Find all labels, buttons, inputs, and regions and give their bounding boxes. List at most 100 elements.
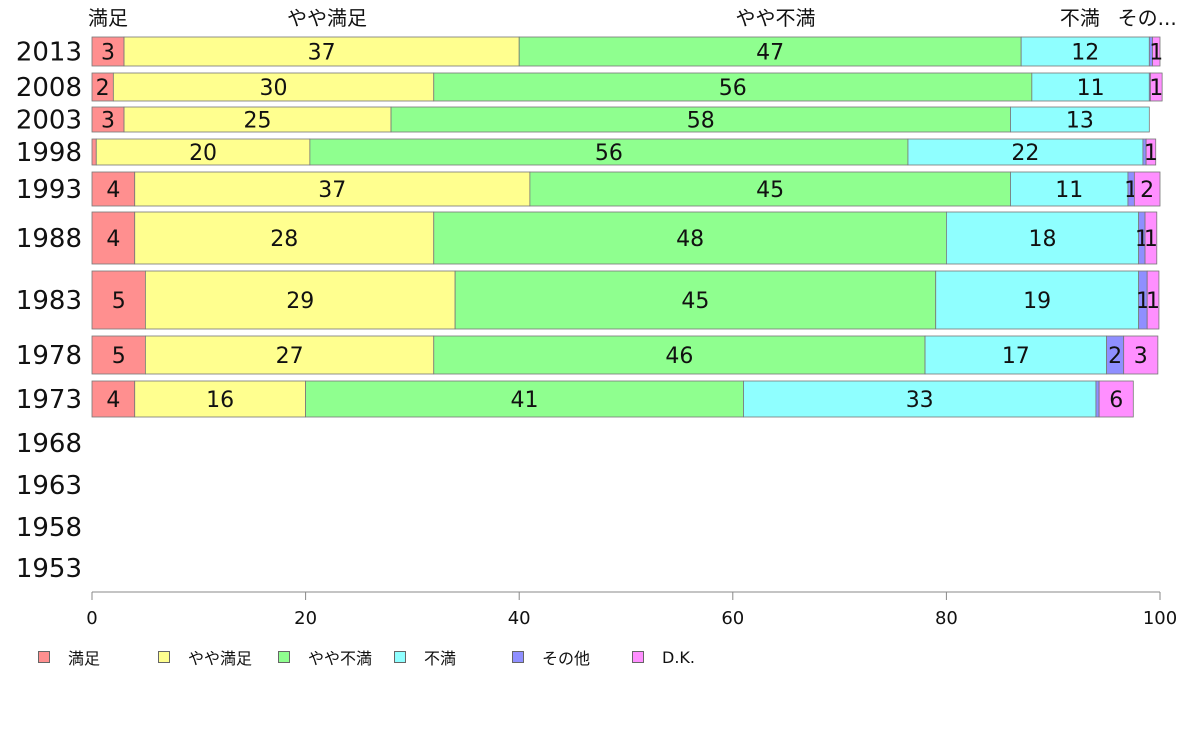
bar-segment xyxy=(123,106,392,133)
legend-item: やや満足 xyxy=(158,646,252,668)
data-label: 19 xyxy=(1023,289,1051,314)
category-label: 1953 xyxy=(16,554,82,584)
legend-item: 不満 xyxy=(394,646,456,668)
data-label: 30 xyxy=(260,76,288,101)
data-label: 3 xyxy=(1134,344,1148,369)
data-label: 47 xyxy=(756,41,784,66)
data-label: 6 xyxy=(1109,388,1123,413)
data-label: 45 xyxy=(681,289,709,314)
legend-item: 満足 xyxy=(38,646,100,668)
legend-swatch xyxy=(394,651,406,663)
bar-segment xyxy=(1010,106,1150,133)
bar-segment xyxy=(529,171,1011,207)
data-label: 41 xyxy=(511,388,539,413)
x-tick-label: 20 xyxy=(294,608,317,629)
data-label: 20 xyxy=(189,141,217,166)
bar-segment xyxy=(1098,380,1134,418)
series-header-label: 不満 xyxy=(1060,6,1100,30)
bar-segment xyxy=(1146,270,1160,330)
data-label: 5 xyxy=(112,344,126,369)
legend-swatch xyxy=(278,651,290,663)
series-header-label: やや不満 xyxy=(736,6,816,30)
bar-segment xyxy=(112,72,435,102)
data-label: 56 xyxy=(595,141,623,166)
data-label: 4 xyxy=(106,227,120,252)
legend-item: やや不満 xyxy=(278,646,372,668)
bar-segment xyxy=(1010,171,1129,207)
x-tick-label: 100 xyxy=(1143,608,1177,629)
data-label: 28 xyxy=(270,227,298,252)
bar-segment xyxy=(91,335,146,375)
data-label: 37 xyxy=(318,178,346,203)
bar-segment xyxy=(454,270,937,330)
bar-segment xyxy=(1145,138,1157,166)
data-label: 3 xyxy=(101,41,115,66)
bar-segment xyxy=(1133,171,1161,207)
data-label: 1 xyxy=(1149,41,1163,66)
legend-swatch xyxy=(512,651,524,663)
legend-label: その他 xyxy=(542,649,591,668)
data-label: 2 xyxy=(1108,344,1122,369)
data-label: 48 xyxy=(676,227,704,252)
category-label: 1988 xyxy=(16,224,82,254)
series-header-label: その... xyxy=(1118,6,1177,30)
data-label: 22 xyxy=(1011,141,1039,166)
bar-segment xyxy=(91,171,136,207)
data-label: 46 xyxy=(665,344,693,369)
bar-segment xyxy=(935,270,1140,330)
data-label: 56 xyxy=(719,76,747,101)
x-tick-label: 80 xyxy=(935,608,958,629)
legend-label: やや満足 xyxy=(188,649,253,668)
bar-segment xyxy=(433,72,1033,102)
data-label: 25 xyxy=(244,109,272,134)
data-label: 37 xyxy=(308,41,336,66)
category-label: 1968 xyxy=(16,429,82,459)
data-label: 1 xyxy=(1144,141,1158,166)
legend-swatch xyxy=(158,651,170,663)
bar-segment xyxy=(1149,72,1163,102)
bar-segment xyxy=(95,138,311,166)
data-label: 29 xyxy=(286,289,314,314)
bar-segment xyxy=(91,106,125,133)
legend: 満足 やや満足 やや不満 不満 その他 D.K. xyxy=(38,646,758,668)
bar-segment xyxy=(144,270,456,330)
data-label: 11 xyxy=(1055,178,1083,203)
category-label: 1973 xyxy=(16,385,82,415)
category-label: 2003 xyxy=(16,106,82,136)
bar-segment xyxy=(91,36,125,67)
data-label: 4 xyxy=(106,388,120,413)
data-label: 4 xyxy=(106,178,120,203)
data-label: 16 xyxy=(206,388,234,413)
category-label: 1983 xyxy=(16,286,82,316)
data-label: 33 xyxy=(906,388,934,413)
legend-label: 満足 xyxy=(68,649,101,668)
data-label: 1 xyxy=(1149,76,1163,101)
x-tick-label: 0 xyxy=(86,608,97,629)
bar-segment xyxy=(1123,335,1159,375)
category-label: 2008 xyxy=(16,73,82,103)
data-label: 2 xyxy=(96,76,110,101)
bar-segment xyxy=(1031,72,1150,102)
data-label: 17 xyxy=(1002,344,1030,369)
bar-segment xyxy=(907,138,1144,166)
series-header-label: やや満足 xyxy=(287,6,367,30)
data-label: 1 xyxy=(1136,289,1150,314)
data-label: 12 xyxy=(1071,41,1099,66)
bar-segment xyxy=(390,106,1011,133)
bar-segment xyxy=(134,171,531,207)
bar-segment xyxy=(91,380,136,418)
bar-segment xyxy=(91,211,136,265)
legend-item: その他 xyxy=(512,646,590,668)
legend-label: やや不満 xyxy=(308,649,373,668)
bar-segment xyxy=(518,36,1022,67)
bar-segment xyxy=(91,138,97,166)
stacked-bar-chart: 満足 やや満足 やや不満 不満 その...20132008200319981993198… xyxy=(16,6,1177,629)
category-label: 1958 xyxy=(16,513,82,543)
bar-segment xyxy=(309,138,909,166)
bar-segment xyxy=(924,335,1107,375)
category-label: 1993 xyxy=(16,175,82,205)
bar-segment xyxy=(1152,36,1161,67)
bar-segment xyxy=(433,211,947,265)
bar-segment xyxy=(1144,211,1158,265)
